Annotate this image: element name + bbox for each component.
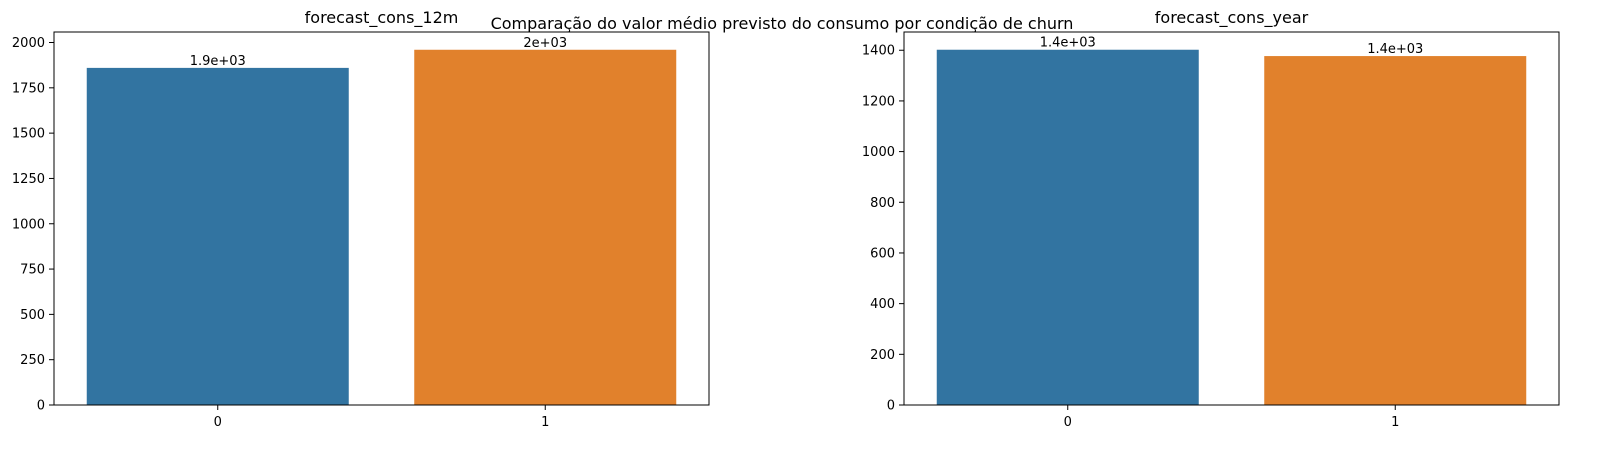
bar-1 xyxy=(414,49,677,406)
y-tick-label: 750 xyxy=(20,263,45,278)
y-tick-label: 1250 xyxy=(12,172,45,187)
figure-suptitle: Comparação do valor médio previsto do co… xyxy=(491,14,1074,33)
y-tick-label: 1000 xyxy=(862,145,895,160)
chart-title: forecast_cons_12m xyxy=(305,8,459,28)
x-tick-label: 1 xyxy=(1391,415,1399,430)
y-tick-label: 1500 xyxy=(12,127,45,142)
bar-value-label: 1.4e+03 xyxy=(1040,36,1096,51)
bar-value-label: 2e+03 xyxy=(523,36,567,51)
bar-0 xyxy=(936,49,1199,406)
y-tick-label: 0 xyxy=(887,399,895,414)
y-tick-label: 800 xyxy=(870,196,895,211)
x-tick-label: 0 xyxy=(1064,415,1072,430)
chart-title: forecast_cons_year xyxy=(1155,8,1309,28)
y-tick-label: 200 xyxy=(870,348,895,363)
bar-value-label: 1.4e+03 xyxy=(1367,42,1423,57)
bar-value-label: 1.9e+03 xyxy=(190,54,246,69)
y-tick-label: 250 xyxy=(20,353,45,368)
y-tick-label: 2000 xyxy=(12,36,45,51)
chart-forecast-cons-12m: forecast_cons_12m 1.9e+03 0 2e+03 1 0 250 500 75… xyxy=(12,8,710,430)
y-tick-label: 600 xyxy=(870,246,895,261)
y-tick-label: 1200 xyxy=(862,94,895,109)
y-tick-label: 400 xyxy=(870,297,895,312)
bar-0 xyxy=(86,67,349,406)
y-tick-label: 0 xyxy=(37,399,45,414)
y-tick-label: 500 xyxy=(20,308,45,323)
x-tick-label: 1 xyxy=(541,415,549,430)
x-tick-label: 0 xyxy=(214,415,222,430)
chart-forecast-cons-year: forecast_cons_year 1.4e+03 0 1.4e+03 1 0 200 40… xyxy=(862,8,1560,430)
y-tick-label: 1000 xyxy=(12,217,45,232)
y-tick-label: 1400 xyxy=(862,44,895,59)
axes-frame xyxy=(903,31,1560,406)
y-tick-label: 1750 xyxy=(12,81,45,96)
bar-1 xyxy=(1264,56,1527,405)
axes-frame xyxy=(53,31,710,406)
